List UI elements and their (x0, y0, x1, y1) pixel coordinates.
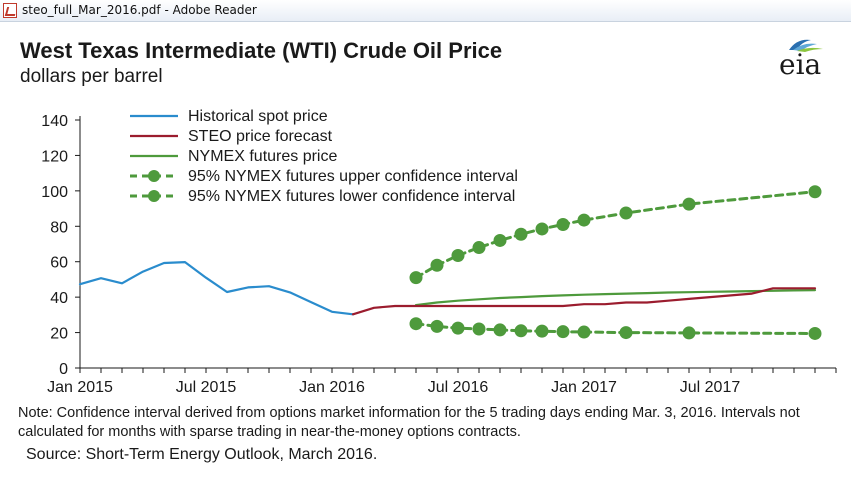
series-marker (472, 241, 486, 255)
x-tick-label: Jul 2015 (176, 379, 237, 396)
series-marker (535, 324, 549, 338)
y-tick-label: 120 (41, 148, 68, 165)
legend-label: 95% NYMEX futures upper confidence inter… (188, 168, 518, 185)
series-marker (409, 317, 423, 331)
legend-marker (148, 190, 160, 202)
series-marker (472, 322, 486, 336)
series-marker (514, 227, 528, 241)
chart-source: Source: Short-Term Energy Outlook, March… (26, 446, 378, 463)
legend-label: Historical spot price (188, 108, 328, 125)
legend-marker (148, 170, 160, 182)
y-tick-label: 40 (50, 290, 68, 307)
x-tick-label: Jan 2015 (47, 379, 113, 396)
series-marker (619, 206, 633, 220)
y-tick-label: 20 (50, 326, 68, 343)
series-marker (577, 213, 591, 227)
x-tick-label: Jul 2016 (428, 379, 489, 396)
series-marker (493, 323, 507, 337)
series-marker (808, 326, 822, 340)
series-marker (451, 249, 465, 263)
y-tick-label: 60 (50, 255, 68, 272)
pdf-file-icon (3, 3, 17, 18)
legend-label: NYMEX futures price (188, 148, 337, 165)
series-marker (577, 325, 591, 339)
x-tick-label: Jul 2017 (680, 379, 741, 396)
legend-label: 95% NYMEX futures lower confidence inter… (188, 188, 515, 205)
chart-subtitle: dollars per barrel (20, 66, 163, 87)
x-tick-label: Jan 2017 (551, 379, 617, 396)
x-tick-label: Jan 2016 (299, 379, 365, 396)
series-marker (493, 233, 507, 247)
y-tick-label: 0 (59, 361, 68, 378)
series-marker (808, 185, 822, 199)
series-marker (409, 271, 423, 285)
window-title: steo_full_Mar_2016.pdf - Adobe Reader (22, 3, 257, 17)
y-tick-label: 80 (50, 219, 68, 236)
y-tick-label: 140 (41, 113, 68, 130)
series-marker (556, 325, 570, 339)
series-marker (682, 197, 696, 211)
series-marker (514, 324, 528, 338)
eia-logo: eia (775, 36, 835, 81)
series-marker (556, 218, 570, 232)
series-marker (430, 258, 444, 272)
legend-label: STEO price forecast (188, 128, 333, 145)
chart-title: West Texas Intermediate (WTI) Crude Oil … (20, 38, 503, 63)
series-line (78, 261, 355, 316)
series-marker (535, 222, 549, 236)
series-marker (430, 319, 444, 333)
chart-note: Note: Confidence interval derived from o… (18, 405, 800, 440)
eia-logo-swoosh-icon (789, 39, 823, 52)
series-marker (619, 326, 633, 340)
series-marker (682, 326, 696, 340)
series-marker (451, 321, 465, 335)
y-tick-label: 100 (41, 184, 68, 201)
series-line (414, 289, 817, 307)
eia-logo-text: eia (779, 48, 822, 81)
window-titlebar: steo_full_Mar_2016.pdf - Adobe Reader (0, 0, 851, 22)
series-line (351, 287, 817, 316)
